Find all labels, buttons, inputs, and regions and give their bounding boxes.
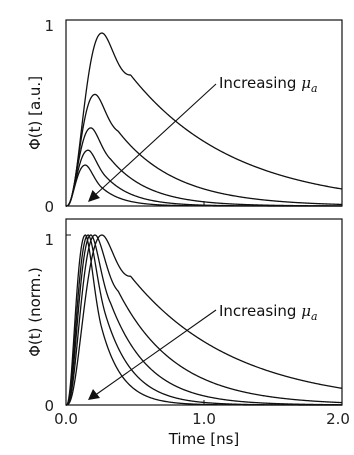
top-series-line-4 bbox=[65, 164, 342, 207]
bottom-series-line-1 bbox=[65, 234, 343, 406]
bottom-arrowhead bbox=[88, 389, 100, 400]
bottom-ticks bbox=[65, 234, 343, 406]
top-ytick-label-1: 1 bbox=[44, 17, 54, 35]
bottom-panel: 1 0 Φ(t) (norm.) Increasing μa 0.0 1.0 2… bbox=[26, 218, 350, 448]
top-series-line-1 bbox=[65, 93, 343, 207]
bottom-ytick-label-1: 1 bbox=[44, 231, 54, 249]
bottom-series-line-2 bbox=[65, 234, 342, 406]
top-arrowhead bbox=[88, 190, 100, 202]
bottom-annotation: Increasing μa bbox=[219, 302, 318, 323]
top-series-line-2 bbox=[65, 127, 342, 207]
top-curves bbox=[65, 32, 343, 207]
top-annotation-arrow bbox=[93, 83, 217, 197]
top-series-line-0 bbox=[65, 32, 343, 207]
top-ytick-label-0: 0 bbox=[44, 198, 54, 216]
bottom-series-line-0 bbox=[65, 234, 343, 406]
top-annotation: Increasing μa bbox=[219, 74, 318, 95]
xtick-label-1: 1.0 bbox=[192, 410, 216, 428]
top-ylabel: Φ(t) [a.u.] bbox=[26, 76, 44, 150]
bottom-annotation-arrow bbox=[93, 309, 217, 397]
top-panel: 1 0 Φ(t) [a.u.] Increasing μa bbox=[26, 17, 343, 216]
xtick-label-2: 2.0 bbox=[326, 410, 350, 428]
bottom-curves bbox=[65, 234, 343, 406]
bottom-ytick-label-0: 0 bbox=[44, 397, 54, 415]
top-series-line-3 bbox=[65, 149, 342, 207]
top-ticks bbox=[65, 19, 343, 207]
xlabel: Time [ns] bbox=[168, 430, 240, 448]
bottom-ylabel: Φ(t) (norm.) bbox=[26, 267, 44, 357]
xtick-label-0: 0.0 bbox=[54, 410, 78, 428]
